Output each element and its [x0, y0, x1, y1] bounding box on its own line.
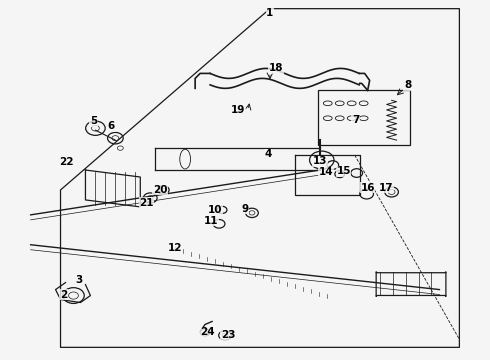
- Text: 19: 19: [231, 105, 245, 115]
- Text: 16: 16: [361, 183, 375, 193]
- Text: 20: 20: [153, 185, 168, 195]
- Bar: [318, 90, 410, 145]
- Text: 8: 8: [404, 80, 411, 90]
- Text: 17: 17: [379, 183, 394, 193]
- Text: 4: 4: [264, 149, 271, 159]
- Text: 22: 22: [59, 157, 74, 167]
- Text: 6: 6: [108, 121, 115, 131]
- Text: 14: 14: [318, 167, 333, 177]
- Text: 2: 2: [60, 289, 67, 300]
- Text: 7: 7: [352, 115, 359, 125]
- Text: 18: 18: [269, 63, 283, 73]
- Text: 1: 1: [266, 8, 273, 18]
- Text: 15: 15: [337, 166, 351, 176]
- Text: 24: 24: [200, 327, 215, 337]
- Text: 10: 10: [208, 205, 222, 215]
- Text: 9: 9: [242, 204, 248, 214]
- Text: 3: 3: [75, 275, 82, 285]
- Text: 13: 13: [313, 156, 327, 166]
- Text: 23: 23: [221, 330, 235, 341]
- Text: 11: 11: [204, 216, 219, 226]
- Text: 21: 21: [139, 198, 153, 208]
- Text: 12: 12: [168, 243, 182, 253]
- Text: 5: 5: [90, 116, 97, 126]
